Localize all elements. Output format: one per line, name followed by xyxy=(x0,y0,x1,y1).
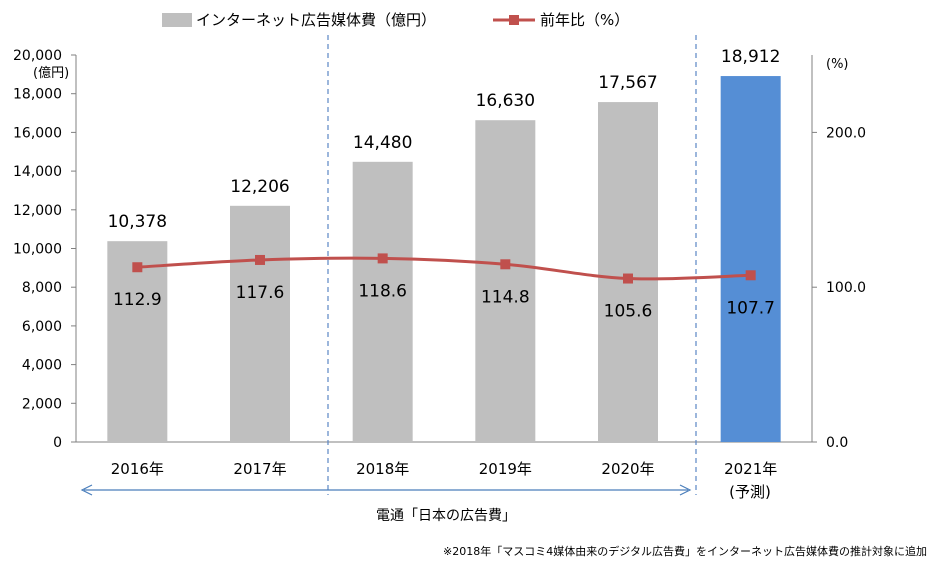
growth-marker xyxy=(623,273,633,284)
growth-marker xyxy=(500,259,511,270)
growth-value-label: 105.6 xyxy=(604,302,653,322)
y-right-tick-label: 100.0 xyxy=(826,280,866,296)
growth-value-label: 117.6 xyxy=(236,283,285,303)
bar-2021年 xyxy=(720,76,781,443)
growth-value-label: 107.7 xyxy=(726,298,775,318)
growth-value-label: 114.8 xyxy=(481,287,530,307)
y-left-tick-label: 12,000 xyxy=(13,203,62,219)
legend-line-marker xyxy=(509,15,519,25)
growth-line-series xyxy=(132,253,756,284)
bar-value-labels: 10,378 12,206 14,480 16,630 17,567 18,912 xyxy=(108,47,781,232)
y-left-tick-label: 16,000 xyxy=(13,125,62,141)
bar-2017年 xyxy=(230,205,290,442)
legend-bar-swatch xyxy=(162,13,192,27)
x-ticks: 2016年 2017年 2018年 2019年 2020年 2021年 xyxy=(111,460,778,478)
growth-marker xyxy=(377,253,388,264)
legend: インターネット広告媒体費（億円） 前年比（%） xyxy=(162,11,629,29)
y-left-tick-label: 0 xyxy=(53,435,62,451)
growth-marker xyxy=(745,270,756,281)
bar-value-label: 12,206 xyxy=(230,177,289,197)
span-label: 電通「日本の広告費」 xyxy=(376,508,516,524)
x-tick-label: 2016年 xyxy=(111,460,164,478)
y-left-tick-label: 2,000 xyxy=(22,396,62,412)
span-arrow xyxy=(80,484,692,496)
x-tick-label: 2020年 xyxy=(601,460,654,478)
y-left-tick-label: 10,000 xyxy=(13,242,62,258)
bar-value-label: 14,480 xyxy=(353,133,412,153)
x-tick-label: 2021年 xyxy=(724,460,777,478)
legend-bar-label: インターネット広告媒体費（億円） xyxy=(196,11,436,29)
y-left-ticks: 0 2,000 4,000 6,000 8,000 10,000 12,000 14,000 1… xyxy=(13,48,76,451)
y-right-ticks: 0.0 100.0 200.0 xyxy=(812,125,866,451)
y-left-tick-label: 14,000 xyxy=(13,164,62,180)
y-left-tick-label: 4,000 xyxy=(22,358,62,374)
y-left-tick-label: 18,000 xyxy=(13,87,62,103)
y-right-tick-label: 200.0 xyxy=(826,125,866,141)
bar-value-label: 18,912 xyxy=(721,47,780,67)
footnote: ※2018年「マスコミ4媒体由来のデジタル広告費」をインターネット広告媒体費の推… xyxy=(443,544,927,558)
x-tick-label: 2017年 xyxy=(233,460,286,478)
bar-value-label: 17,567 xyxy=(598,73,657,93)
bar-value-label: 16,630 xyxy=(476,91,535,111)
y-left-unit-label: (億円) xyxy=(33,65,69,81)
growth-value-label: 112.9 xyxy=(113,290,162,310)
y-left-tick-label: 8,000 xyxy=(22,280,62,296)
growth-value-labels: 112.9 117.6 118.6 114.8 105.6 107.7 xyxy=(113,281,775,321)
y-right-tick-label: 0.0 xyxy=(826,435,848,451)
growth-marker xyxy=(255,254,265,265)
y-left-tick-label: 20,000 xyxy=(13,48,62,64)
bar-2016年 xyxy=(107,241,168,442)
x-tick-label: 2018年 xyxy=(356,460,409,478)
y-right-unit-label: (%) xyxy=(826,57,849,72)
y-left-tick-label: 6,000 xyxy=(22,319,62,335)
growth-marker xyxy=(132,262,143,273)
bar-2020年 xyxy=(598,102,658,442)
forecast-note: (予測) xyxy=(729,483,771,501)
bars xyxy=(107,76,781,443)
growth-line xyxy=(137,256,751,281)
bar-2019年 xyxy=(475,120,536,442)
bar-2018年 xyxy=(352,161,413,442)
bar-value-label: 10,378 xyxy=(108,212,167,232)
x-tick-label: 2019年 xyxy=(479,460,532,478)
growth-value-label: 118.6 xyxy=(358,281,407,301)
legend-line-label: 前年比（%） xyxy=(540,11,629,29)
